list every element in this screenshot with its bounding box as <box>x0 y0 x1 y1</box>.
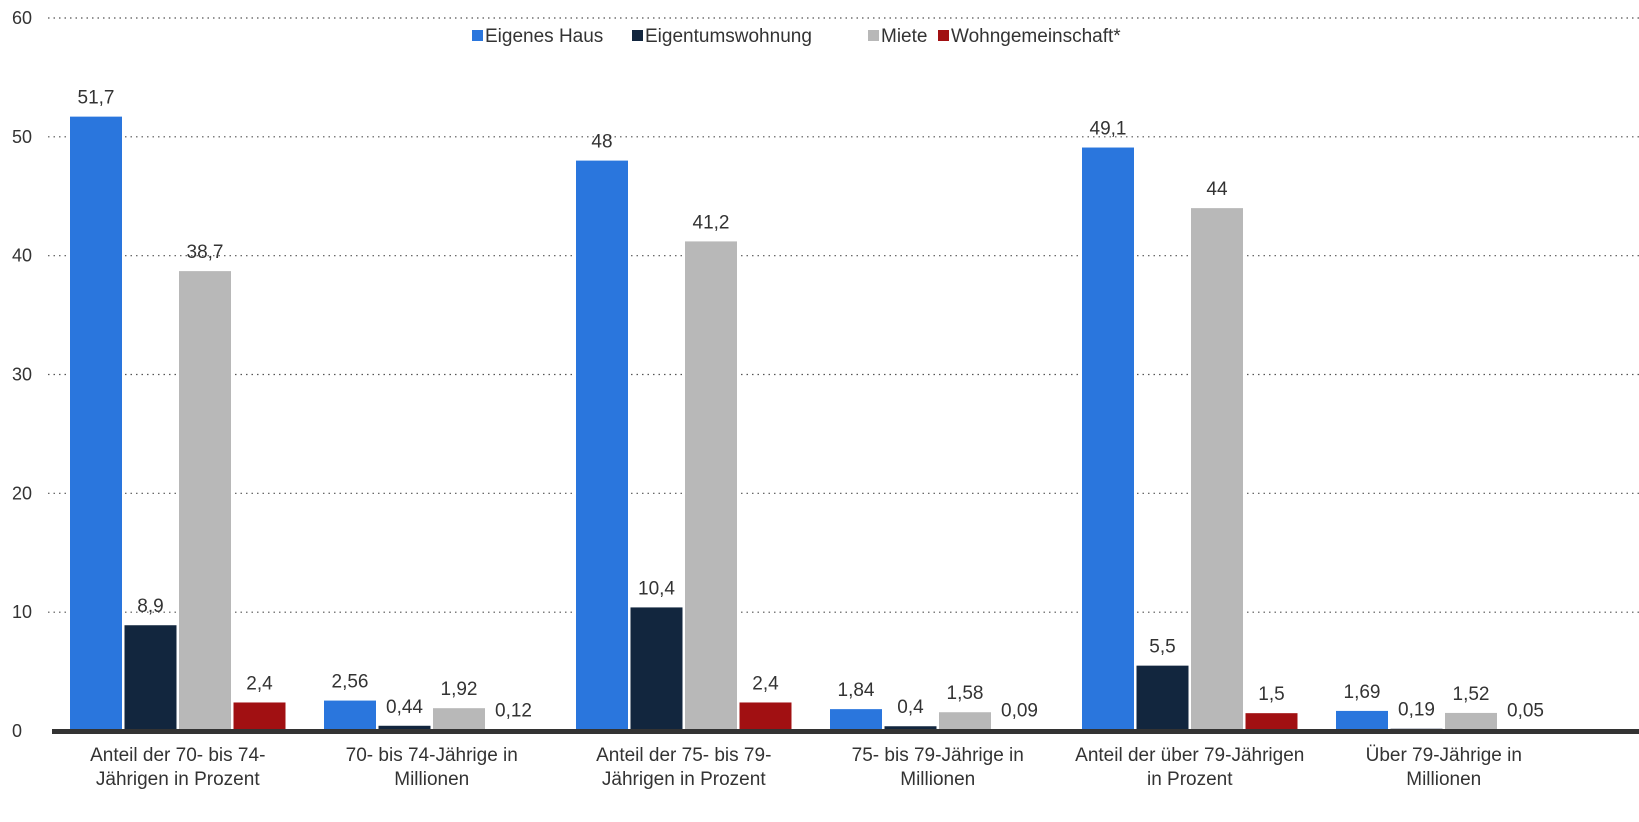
x-tick-label: Jährigen in Prozent <box>602 769 766 790</box>
data-label: 0,09 <box>1001 701 1038 722</box>
bar-miete <box>179 271 231 731</box>
y-tick-label: 10 <box>12 602 32 622</box>
y-tick-label: 0 <box>12 721 22 741</box>
data-label: 2,4 <box>246 673 273 694</box>
legend-label: Miete <box>881 26 927 47</box>
x-tick-label: 75- bis 79-Jährige in <box>852 745 1024 766</box>
x-tick-label: Millionen <box>900 769 975 790</box>
x-tick-label: Jährigen in Prozent <box>96 769 260 790</box>
gridlines <box>48 17 1639 613</box>
y-tick-label: 40 <box>12 246 32 266</box>
data-label: 0,12 <box>495 701 532 722</box>
bar-eigentumswohnung <box>630 607 683 731</box>
y-tick-label: 60 <box>12 8 32 28</box>
bar-eigentumswohnung <box>884 726 937 731</box>
bar-eigeneshaus <box>1082 147 1134 732</box>
bar-wohngemeinschaft <box>739 702 792 731</box>
data-label: 0,19 <box>1398 700 1435 721</box>
bar-wohngemeinschaft <box>233 702 286 731</box>
bar-eigentumswohnung <box>1136 665 1189 731</box>
x-tick-label: 70- bis 74-Jährige in <box>346 745 518 766</box>
y-tick-label: 30 <box>12 365 32 385</box>
bars <box>70 116 1552 732</box>
y-tick-label: 20 <box>12 483 32 503</box>
bar-eigentumswohnung <box>378 725 431 731</box>
bar-eigeneshaus <box>1336 710 1388 731</box>
x-tick-label: Anteil der 70- bis 74- <box>90 745 265 766</box>
data-label: 41,2 <box>693 212 730 233</box>
y-axis: 0 10 20 30 40 50 60 <box>12 8 32 741</box>
data-label: 5,5 <box>1149 637 1175 658</box>
x-axis: Anteil der 70- bis 74- Jährigen in Prozen… <box>52 729 1639 790</box>
data-label: 38,7 <box>187 242 224 263</box>
data-label: 0,05 <box>1507 701 1544 722</box>
x-axis-baseline <box>52 729 1639 734</box>
data-label: 1,58 <box>947 683 984 704</box>
bar-miete <box>1445 712 1497 731</box>
bar-eigeneshaus <box>324 700 376 731</box>
data-label: 0,4 <box>897 697 924 718</box>
data-label: 51,7 <box>78 88 115 109</box>
x-tick-label: in Prozent <box>1147 769 1233 790</box>
x-tick-label: Anteil der über 79-Jährigen <box>1075 745 1304 766</box>
data-label: 1,69 <box>1344 682 1381 703</box>
data-label: 8,9 <box>137 596 163 617</box>
data-labels: 51,7 2,56 48 1,84 49,1 1,69 8,9 0,44 10,4 0,4 5,5 0… <box>78 88 1544 722</box>
data-label: 0,44 <box>386 697 423 718</box>
data-label: 1,52 <box>1453 684 1490 705</box>
data-label: 2,4 <box>752 673 779 694</box>
bar-miete <box>433 708 485 731</box>
x-tick-label: Millionen <box>1406 769 1481 790</box>
x-tick-label: Über 79-Jährige in <box>1366 745 1522 766</box>
x-tick-label: Millionen <box>394 769 469 790</box>
legend-swatch <box>632 30 643 41</box>
bar-miete <box>685 241 737 731</box>
bar-miete <box>939 712 991 731</box>
legend-label: Eigenes Haus <box>485 26 603 47</box>
legend-label: Wohngemeinschaft* <box>951 26 1121 47</box>
data-label: 1,84 <box>838 680 875 701</box>
legend-label: Eigentumswohnung <box>645 26 812 47</box>
bar-miete <box>1191 208 1243 732</box>
bar-eigentumswohnung <box>124 625 177 731</box>
data-label: 10,4 <box>638 578 675 599</box>
data-label: 2,56 <box>332 672 369 693</box>
bar-eigeneshaus <box>830 709 882 731</box>
data-label: 1,5 <box>1258 684 1284 705</box>
bar-wohngemeinschaft <box>1245 713 1298 731</box>
bar-eigeneshaus <box>70 116 122 732</box>
data-label: 1,92 <box>441 679 478 700</box>
y-tick-label: 50 <box>12 127 32 147</box>
x-tick-label: Anteil der 75- bis 79- <box>596 745 771 766</box>
data-label: 49,1 <box>1090 119 1127 140</box>
legend-swatch <box>868 30 879 41</box>
legend: Eigenes Haus Eigentumswohnung Miete Wohngem… <box>472 26 1121 47</box>
data-label: 44 <box>1206 179 1228 200</box>
data-label: 48 <box>591 132 612 153</box>
legend-swatch <box>938 30 949 41</box>
bar-eigeneshaus <box>576 160 628 732</box>
legend-swatch <box>472 30 483 41</box>
